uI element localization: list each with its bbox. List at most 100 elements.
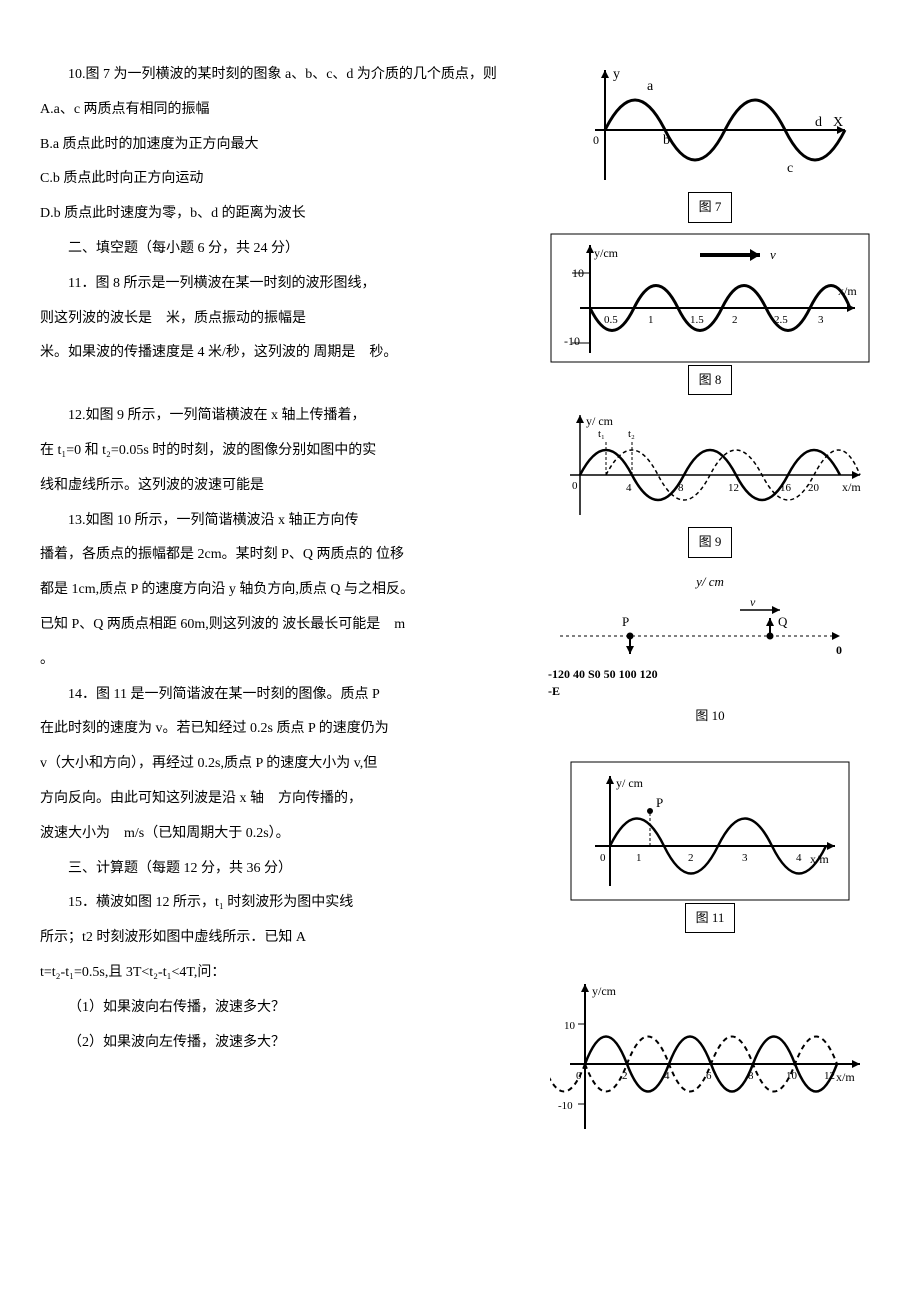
q10-opt-a: A.a、c 两质点有相同的振幅 [40,95,524,126]
q10-opt-d: D.b 质点此时速度为零，b、d 的距离为波长 [40,199,524,230]
fig12-xtick-3: 8 [748,1070,754,1082]
q11-line-c: 米。如果波的传播速度是 4 米/秒，这列波的 周期是 秒。 [40,338,524,369]
q14-line-e: 波速大小为 m/s（已知周期大于 0.2s）。 [40,819,524,850]
figure-9-label: 图 9 [688,527,733,558]
fig9-xtick-2: 12 [728,482,739,494]
fig7-a: a [647,79,654,94]
q12-line-a: 12.如图 9 所示，一列简谐横波在 x 轴上传播着， [40,401,524,432]
fig10-p: P [622,614,629,629]
figure-10-label: 图 10 [540,702,880,731]
fig8-ytick-1: -10 [564,334,580,348]
fig7-y-label: y [613,67,620,82]
q10-opt-b: B.a 质点此时的加速度为正方向最大 [40,130,524,161]
fig9-xtick-0: 4 [626,482,632,494]
figure-11: P y/ cm x/m 0 1 2 3 4 图 11 [570,761,850,934]
fig8-xtick-3: 2 [732,314,738,326]
fig10-zero: 0 [836,643,842,657]
fig11-xtick-2: 3 [742,852,748,864]
fig11-xlabel: x/m [810,852,829,866]
fig7-b: b [663,133,670,148]
q13-line-d: 已知 P、Q 两质点相距 60m,则这列波的 波长最长可能是 m [40,610,524,641]
q14-line-b: 在此时刻的速度为 v。若已知经过 0.2s 质点 P 的速度仍为 [40,714,524,745]
figure-8-svg: y/cm x/m 10 -10 0.5 1 1.5 2 2.5 3 v [550,233,870,363]
fig10-minus-e: -E [540,683,880,700]
fig7-origin: 0 [593,133,599,147]
fig10-axis-numbers: -120 40 S0 50 100 120 [540,666,880,683]
q13-line-a: 13.如图 10 所示，一列简谐横波沿 x 轴正方向传 [40,506,524,537]
fig11-ylabel: y/ cm [616,776,644,790]
fig8-xtick-0: 0.5 [604,314,618,326]
fig12-xlabel: x/m [836,1070,855,1084]
q14-line-a: 14．图 11 是一列简谐波在某一时刻的图像。质点 P [40,680,524,711]
fig12-xtick-4: 10 [786,1070,798,1082]
figure-12-svg: y/cm x/m 10 -10 0 2 4 6 8 10 12 [550,969,870,1139]
text-column: 10.图 7 为一列横波的某时刻的图象 a、b、c、d 为介质的几个质点，则 A… [40,60,524,1149]
figure-10-svg: P Q v 0 [540,596,860,666]
q15-line-c: t=t₂-t₁=0.5s,且 3T<t₂-t₁<4T,问： [40,958,524,989]
q15-line-e: （2）如果波向左传播，波速多大？ [40,1028,524,1059]
q13-line-e: 。 [40,645,524,676]
fig9-xtick-1: 8 [678,482,684,494]
figure-7-svg: y X 0 a b c d [565,60,855,190]
q13-line-c: 都是 1cm,质点 P 的速度方向沿 y 轴负方向,质点 Q 与之相反。 [40,575,524,606]
q13-line-b: 播着，各质点的振幅都是 2cm。某时刻 P、Q 两质点的 位移 [40,540,524,571]
fig12-xtick-0: 2 [622,1070,628,1082]
fig7-c: c [787,161,793,176]
q10-opt-c: C.b 质点此时向正方向运动 [40,164,524,195]
fig8-xtick-2: 1.5 [690,314,704,326]
fig9-xlabel: x/m [842,480,861,494]
figure-9-svg: y/ cm x/m 0 4 8 12 16 20 t₁ t₂ [550,405,870,525]
fig10-ylabel: y/ cm [540,568,880,597]
section-2-heading: 二、填空题（每小题 6 分，共 24 分） [40,234,524,265]
fig11-p: P [656,795,663,810]
figure-11-svg: P y/ cm x/m 0 1 2 3 4 [570,761,850,901]
q12-line-c: 线和虚线所示。这列波的波速可能是 [40,471,524,502]
q14-line-d: 方向反向。由此可知这列波是沿 x 轴 方向传播的， [40,784,524,815]
q11-line-a: 11．图 8 所示是一列横波在某一时刻的波形图线， [40,269,524,300]
figure-11-label: 图 11 [685,903,736,934]
fig10-q: Q [778,614,788,629]
fig10-v: v [750,596,756,609]
fig7-x-label: X [833,115,843,130]
q11-line-b: 则这列波的波长是 米，质点振动的振幅是 [40,304,524,335]
fig8-v: v [770,247,776,262]
fig9-xtick-3: 16 [780,482,792,494]
fig8-xtick-5: 3 [818,314,824,326]
svg-text:0: 0 [572,480,578,492]
fig12-xtick-2: 6 [706,1070,712,1082]
fig12-xtick-5: 12 [824,1070,835,1082]
fig9-t2: t₂ [628,428,635,440]
q10-stem: 10.图 7 为一列横波的某时刻的图象 a、b、c、d 为介质的几个质点，则 [40,60,524,91]
section-3-heading: 三、计算题（每题 12 分，共 36 分） [40,854,524,885]
fig8-ylabel: y/cm [594,246,619,260]
figure-9: y/ cm x/m 0 4 8 12 16 20 t₁ t₂ 图 9 [550,405,870,558]
fig7-d: d [815,115,822,130]
figure-7: y X 0 a b c d 图 7 [565,60,855,223]
figure-8-label: 图 8 [688,365,733,396]
q15-line-d: （1）如果波向右传播，波速多大？ [40,993,524,1024]
fig11-xtick-0: 1 [636,852,642,864]
fig8-xtick-1: 1 [648,314,654,326]
fig8-xtick-4: 2.5 [774,314,788,326]
fig12-ytick-0: 10 [564,1020,576,1032]
q15-line-b: 所示；t2 时刻波形如图中虚线所示．已知 A [40,923,524,954]
figure-10: y/ cm P Q v 0 -120 40 S0 50 100 120 -E 图… [540,568,880,731]
svg-text:0: 0 [600,852,606,864]
figure-12: y/cm x/m 10 -10 0 2 4 6 8 10 12 [550,969,870,1139]
svg-text:0: 0 [576,1070,582,1082]
fig8-xlabel: x/m [838,284,857,298]
fig12-ytick-1: -10 [558,1100,573,1112]
fig12-xtick-1: 4 [664,1070,670,1082]
page-content: 10.图 7 为一列横波的某时刻的图象 a、b、c、d 为介质的几个质点，则 A… [40,60,880,1149]
figure-7-label: 图 7 [688,192,733,223]
fig9-xtick-4: 20 [808,482,820,494]
fig11-xtick-3: 4 [796,852,802,864]
fig9-ylabel: y/ cm [586,414,614,428]
fig12-ylabel: y/cm [592,984,617,998]
figure-column: y X 0 a b c d 图 7 y/cm x/m 10 [540,60,880,1149]
fig9-t1: t₁ [598,428,605,440]
q14-line-c: v（大小和方向），再经过 0.2s,质点 P 的速度大小为 v,但 [40,749,524,780]
q12-line-b: 在 t₁=0 和 t₂=0.05s 时的时刻，波的图像分别如图中的实 [40,436,524,467]
figure-8: y/cm x/m 10 -10 0.5 1 1.5 2 2.5 3 v 图 8 [550,233,870,396]
fig11-xtick-1: 2 [688,852,694,864]
